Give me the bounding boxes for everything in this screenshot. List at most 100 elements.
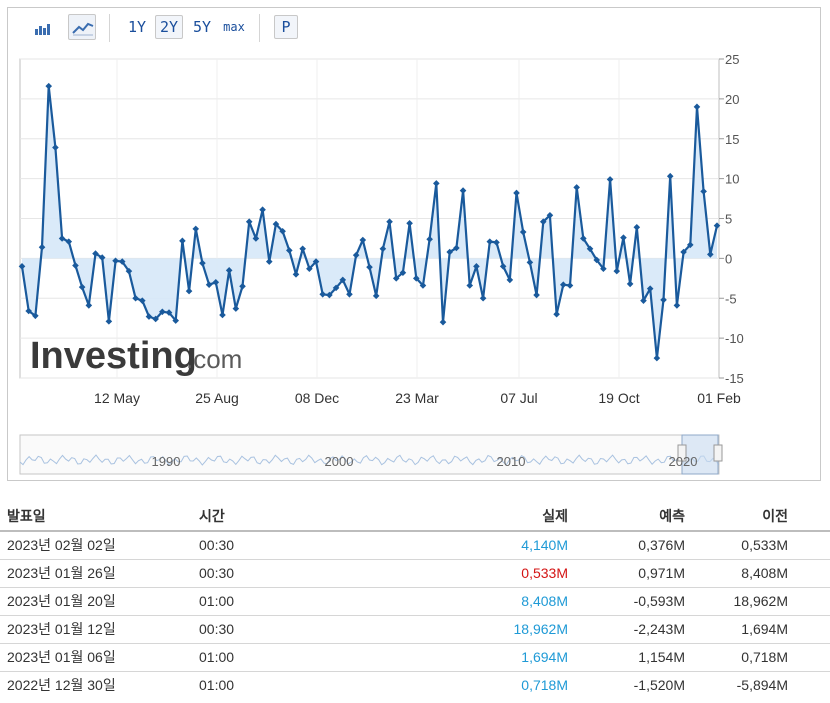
header-forecast: 예측 <box>659 508 685 524</box>
data-point <box>212 279 220 286</box>
data-point <box>359 236 367 244</box>
range-1y-button[interactable]: 1Y <box>127 18 147 36</box>
navigator-year-label: 2000 <box>325 454 354 469</box>
data-point <box>199 259 206 267</box>
data-point <box>65 238 73 245</box>
data-point <box>473 263 480 270</box>
data-point <box>586 245 594 253</box>
range-max-button[interactable]: max <box>223 20 245 34</box>
row-time: 00:30 <box>199 537 235 553</box>
x-tick-label: 01 Feb <box>697 390 741 406</box>
data-point <box>252 235 260 242</box>
row-forecast: 1,154M <box>638 649 685 665</box>
data-point <box>673 302 681 309</box>
row-time: 00:30 <box>199 621 235 637</box>
data-point <box>573 184 580 191</box>
toolbar-separator <box>109 14 110 42</box>
row-time: 00:30 <box>199 565 235 581</box>
row-actual: 4,140M <box>521 537 568 553</box>
data-point <box>453 244 460 252</box>
data-point <box>279 227 286 235</box>
watermark-suffix: .com <box>186 344 242 374</box>
data-point <box>626 280 634 288</box>
bar-chart-button[interactable] <box>28 14 56 40</box>
data-point <box>352 251 360 259</box>
chart-container: 1Y 2Y 5Y max P 25 20 15 10 5 0 -5 -10 -15 12 May… <box>7 7 821 481</box>
data-point <box>593 256 601 264</box>
row-time: 01:00 <box>199 593 235 609</box>
row-previous: 1,694M <box>741 621 788 637</box>
y-tick-label: -10 <box>725 331 744 346</box>
data-point <box>707 251 714 258</box>
data-point <box>25 307 32 315</box>
data-point <box>553 310 560 318</box>
y-tick-label: 15 <box>725 132 739 147</box>
data-point <box>179 237 186 245</box>
data-point <box>379 245 387 253</box>
row-forecast: -2,243M <box>633 621 685 637</box>
header-previous: 이전 <box>762 508 788 524</box>
data-point <box>32 312 39 320</box>
y-tick-label: -5 <box>725 291 737 306</box>
data-point <box>580 235 587 242</box>
p-button[interactable]: P <box>274 15 298 39</box>
navigator-year-label: 1990 <box>152 454 181 469</box>
data-point <box>386 218 393 225</box>
data-point <box>660 296 667 304</box>
data-point <box>239 282 246 290</box>
table-row: 2023년 01월 20일 01:00 8,408M -0,593M 18,96… <box>0 588 830 616</box>
data-point <box>419 282 427 289</box>
data-point <box>666 172 674 180</box>
data-point <box>98 254 106 261</box>
row-date: 2023년 01월 26일 <box>7 565 116 581</box>
chart-toolbar: 1Y 2Y 5Y max P <box>8 8 820 48</box>
data-point <box>620 234 627 241</box>
investing-watermark: Investing .com <box>30 335 242 377</box>
row-previous: 0,718M <box>741 649 788 665</box>
table-row: 2022년 12월 30일 01:00 0,718M -1,520M -5,89… <box>0 672 830 699</box>
data-point <box>653 354 661 362</box>
data-point <box>299 245 306 253</box>
data-point <box>306 265 313 273</box>
data-point <box>559 281 567 288</box>
row-date: 2023년 01월 20일 <box>7 593 116 609</box>
range-2y-button[interactable]: 2Y <box>155 15 183 39</box>
navigator-year-label: 2010 <box>497 454 526 469</box>
data-point <box>58 235 66 242</box>
row-date: 2022년 12월 30일 <box>7 677 116 693</box>
data-point <box>232 305 240 312</box>
row-forecast: 0,971M <box>638 565 685 581</box>
data-point <box>78 283 86 291</box>
navigator-series <box>19 454 720 466</box>
y-tick-label: 0 <box>725 251 732 266</box>
data-point <box>486 238 494 245</box>
row-previous: 8,408M <box>741 565 788 581</box>
data-point <box>319 290 327 298</box>
data-point <box>439 318 447 326</box>
y-tick-label: -15 <box>725 371 744 386</box>
row-date: 2023년 02월 02일 <box>7 537 116 553</box>
navigator[interactable]: 1990 2000 2010 2020 <box>19 434 723 475</box>
data-point <box>539 218 547 225</box>
row-date: 2023년 01월 06일 <box>7 649 116 665</box>
x-tick-label: 07 Jul <box>500 390 537 406</box>
data-point <box>105 318 113 325</box>
row-previous: 18,962M <box>733 593 788 609</box>
row-actual: 8,408M <box>521 593 568 609</box>
row-previous: 0,533M <box>741 537 788 553</box>
data-point <box>606 176 614 183</box>
data-point <box>332 284 340 292</box>
data-point <box>152 315 159 323</box>
table-row: 2023년 01월 26일 00:30 0,533M 0,971M 8,408M <box>0 560 830 588</box>
data-point <box>600 265 607 273</box>
range-5y-button[interactable]: 5Y <box>192 18 212 36</box>
data-point <box>165 309 173 316</box>
data-point <box>466 282 474 289</box>
area-chart-button[interactable] <box>68 14 96 40</box>
data-point <box>18 263 26 270</box>
data-point <box>433 180 440 187</box>
y-tick-label: 25 <box>725 52 739 67</box>
data-point <box>412 275 420 282</box>
data-point <box>366 263 373 271</box>
data-point <box>85 302 93 309</box>
